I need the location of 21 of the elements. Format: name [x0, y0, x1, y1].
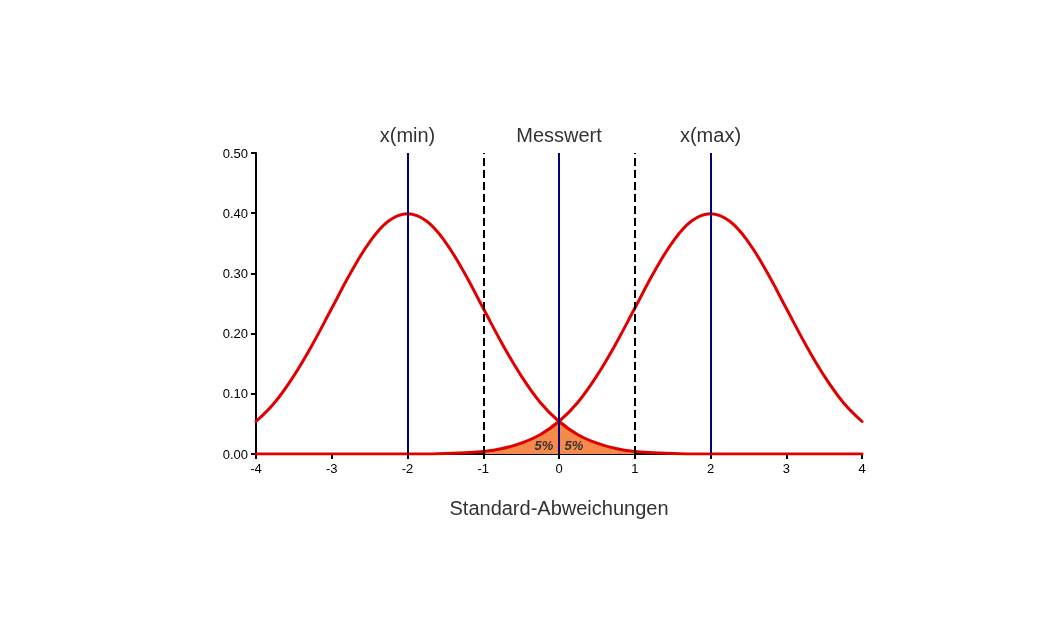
x-tick-label: 1	[631, 461, 639, 476]
x-tick-label: -2	[401, 461, 414, 476]
ref-line-label: x(min)	[379, 124, 436, 146]
y-tick-label: 0.10	[222, 386, 248, 402]
annotation: 5%	[534, 438, 554, 453]
x-tick-label: -4	[250, 461, 262, 476]
x-tick-label: 4	[858, 461, 866, 476]
annotation: 5%	[564, 438, 584, 453]
x-axis-title: Standard-Abweichungen	[449, 497, 669, 519]
ref-line-label: x(max)	[679, 124, 742, 146]
x-tick-label: 0	[555, 461, 563, 476]
ref-line-label: Messwert	[516, 124, 603, 146]
x-tick-label: 3	[782, 461, 790, 476]
y-tick-label: 0.20	[222, 326, 248, 342]
x-tick-label: -3	[325, 461, 338, 476]
y-tick-label: 0.00	[222, 446, 248, 462]
x-tick-label: -1	[477, 461, 490, 476]
y-tick-label: 0.50	[222, 145, 248, 161]
y-tick-label: 0.40	[222, 205, 248, 221]
y-tick-label: 0.30	[222, 265, 248, 281]
x-tick-label: 2	[706, 461, 715, 476]
